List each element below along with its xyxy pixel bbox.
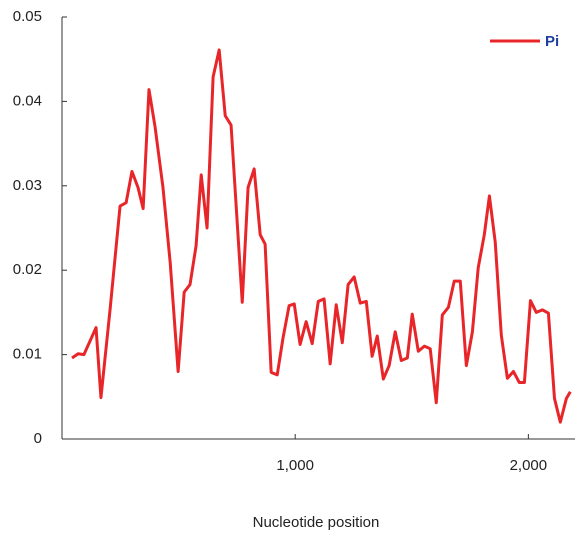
y-tick-label: 0.01 <box>13 346 42 363</box>
y-tick-label: 0.03 <box>13 177 42 194</box>
x-tick-label: 2,000 <box>510 457 548 474</box>
y-tick-label: 0.05 <box>13 8 42 25</box>
y-tick-label: 0.04 <box>13 92 42 109</box>
x-tick-label: 1,000 <box>276 457 314 474</box>
x-axis-label: Nucleotide position <box>253 514 380 531</box>
y-tick-label: 0.02 <box>13 261 42 278</box>
y-tick-label: 0 <box>34 430 42 447</box>
legend-label: Pi <box>545 33 559 50</box>
data-line <box>71 48 572 424</box>
